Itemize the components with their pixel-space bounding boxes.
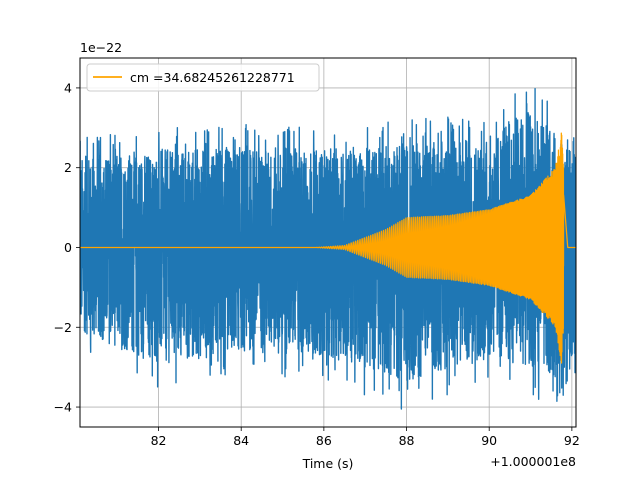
x-axis-label: Time (s) bbox=[302, 456, 354, 471]
legend-entry: cm =34.68245261228771 bbox=[130, 70, 295, 85]
x-tick-label: 84 bbox=[233, 433, 249, 448]
series-line-noise bbox=[80, 87, 576, 410]
y-scale-label: 1e−22 bbox=[80, 40, 122, 55]
x-tick-label: 88 bbox=[399, 433, 415, 448]
y-axis: −4 −2 0 2 4 bbox=[54, 80, 80, 415]
y-tick-label: 2 bbox=[64, 160, 72, 175]
legend-box bbox=[86, 63, 320, 92]
series-line-chirp bbox=[80, 132, 576, 364]
y-tick-label: 4 bbox=[64, 80, 72, 95]
x-tick-label: 82 bbox=[151, 433, 167, 448]
series-layer bbox=[80, 87, 576, 410]
x-offset-label: +1.000001e8 bbox=[490, 454, 576, 469]
y-tick-label: −2 bbox=[54, 320, 72, 335]
x-axis: 82 84 86 88 90 92 bbox=[151, 427, 580, 448]
plot-frame bbox=[79, 57, 577, 428]
x-tick-label: 90 bbox=[481, 433, 497, 448]
y-tick-label: 0 bbox=[64, 240, 72, 255]
x-tick-label: 92 bbox=[564, 433, 580, 448]
y-tick-label: −4 bbox=[54, 400, 72, 415]
legend: cm =34.68245261228771 bbox=[86, 63, 320, 92]
x-tick-label: 86 bbox=[316, 433, 332, 448]
